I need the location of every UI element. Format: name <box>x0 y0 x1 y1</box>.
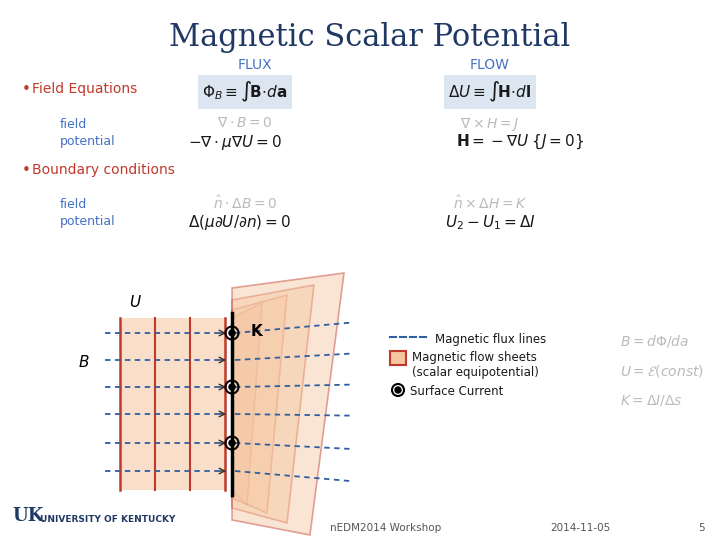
Text: •: • <box>22 163 31 178</box>
Text: field: field <box>60 118 87 131</box>
Text: $-\nabla \cdot \mu\nabla U = 0$: $-\nabla \cdot \mu\nabla U = 0$ <box>188 133 282 152</box>
Text: 5: 5 <box>698 523 705 533</box>
Text: •: • <box>22 82 31 97</box>
Text: $\mathbf{H} = -\nabla U\;\{J=0\}$: $\mathbf{H} = -\nabla U\;\{J=0\}$ <box>456 133 584 151</box>
Polygon shape <box>120 318 155 490</box>
Text: Field Equations: Field Equations <box>32 82 138 96</box>
Text: $\Delta U \equiv \int\!\mathbf{H}\!\cdot\!d\mathbf{l}$: $\Delta U \equiv \int\!\mathbf{H}\!\cdot… <box>449 80 531 104</box>
Polygon shape <box>232 273 344 535</box>
Text: potential: potential <box>60 135 116 148</box>
Polygon shape <box>232 295 287 513</box>
Text: Boundary conditions: Boundary conditions <box>32 163 175 177</box>
Text: $B$: $B$ <box>78 354 90 370</box>
Polygon shape <box>155 318 190 490</box>
Bar <box>390 351 406 365</box>
Circle shape <box>395 387 401 393</box>
Text: $U_2 - U_1 = \Delta I$: $U_2 - U_1 = \Delta I$ <box>445 213 536 232</box>
Text: FLOW: FLOW <box>470 58 510 72</box>
Text: $\nabla \cdot B = 0$: $\nabla \cdot B = 0$ <box>217 115 273 130</box>
Text: $\nabla \times H = J$: $\nabla \times H = J$ <box>460 115 520 133</box>
Text: FLUX: FLUX <box>238 58 272 72</box>
Text: $U = \mathcal{E}(const)$: $U = \mathcal{E}(const)$ <box>620 363 704 379</box>
Text: UK: UK <box>12 507 43 525</box>
Text: $\hat{n} \cdot \Delta B = 0$: $\hat{n} \cdot \Delta B = 0$ <box>213 195 277 212</box>
Text: $\mathbf{K}$: $\mathbf{K}$ <box>250 323 264 339</box>
Text: $\Phi_B \equiv \int\!\mathbf{B}\!\cdot\!d\mathbf{a}$: $\Phi_B \equiv \int\!\mathbf{B}\!\cdot\!… <box>202 80 288 104</box>
Text: $U$: $U$ <box>129 294 141 310</box>
Text: $\hat{n} \times \Delta H = K$: $\hat{n} \times \Delta H = K$ <box>453 195 527 212</box>
Text: $K = \Delta I/\Delta s$: $K = \Delta I/\Delta s$ <box>620 393 683 408</box>
Text: potential: potential <box>60 215 116 228</box>
Text: Magnetic Scalar Potential: Magnetic Scalar Potential <box>169 22 571 53</box>
Text: $B = d\Phi/da$: $B = d\Phi/da$ <box>620 333 689 349</box>
Circle shape <box>229 330 235 336</box>
Polygon shape <box>190 318 225 490</box>
Text: nEDM2014 Workshop: nEDM2014 Workshop <box>330 523 441 533</box>
Circle shape <box>229 440 235 446</box>
Text: Surface Current: Surface Current <box>410 385 503 398</box>
Text: $\Delta(\mu\partial U/\partial n) = 0$: $\Delta(\mu\partial U/\partial n) = 0$ <box>189 213 292 232</box>
Text: 2014-11-05: 2014-11-05 <box>550 523 611 533</box>
Text: UNIVERSITY OF KENTUCKY: UNIVERSITY OF KENTUCKY <box>40 515 176 523</box>
Circle shape <box>229 384 235 390</box>
Polygon shape <box>232 285 314 523</box>
Text: field: field <box>60 198 87 211</box>
Polygon shape <box>232 303 262 505</box>
Text: Magnetic flux lines: Magnetic flux lines <box>435 333 546 346</box>
Text: Magnetic flow sheets
(scalar equipotential): Magnetic flow sheets (scalar equipotenti… <box>412 351 539 379</box>
